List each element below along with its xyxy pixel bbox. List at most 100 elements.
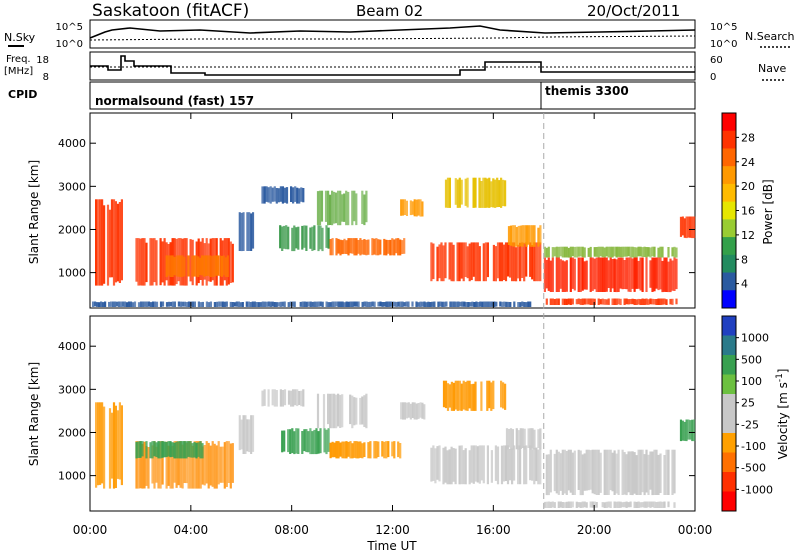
echo-cell	[637, 260, 640, 289]
echo-cell	[391, 441, 394, 457]
echo-cell	[557, 298, 560, 305]
echo-cell	[505, 428, 509, 450]
echo-cell	[667, 449, 670, 495]
echo-cell	[452, 448, 455, 482]
colorbar-swatch	[722, 335, 736, 356]
echo-cell	[527, 301, 530, 307]
echo-cell	[411, 301, 414, 307]
echo-cell	[603, 299, 606, 305]
echo-cell	[450, 381, 453, 411]
echo-cell	[171, 442, 174, 457]
echo-region	[543, 257, 678, 293]
echo-cell	[318, 190, 322, 226]
echo-cell	[95, 402, 98, 488]
echo-cell	[595, 502, 598, 508]
echo-cell	[611, 298, 614, 305]
nave-label: Nave	[758, 62, 786, 75]
echo-cell	[101, 199, 104, 286]
echo-cell	[547, 257, 550, 291]
echo-cell	[181, 301, 184, 307]
echo-cell	[143, 301, 147, 307]
echo-cell	[627, 451, 630, 493]
echo-cell	[492, 244, 495, 282]
echo-cell	[149, 442, 152, 459]
echo-cell	[225, 441, 228, 487]
echo-cell	[335, 441, 338, 459]
echo-cell	[341, 441, 344, 459]
echo-cell	[627, 502, 630, 508]
echo-cell	[131, 302, 135, 307]
echo-cell	[657, 501, 660, 508]
echo-cell	[500, 445, 504, 485]
echo-cell	[305, 225, 308, 251]
echo-cell	[549, 298, 552, 305]
echo-cell	[665, 257, 668, 292]
echo-cell	[509, 302, 512, 307]
echo-cell	[353, 190, 356, 222]
echo-cell	[633, 501, 636, 508]
echo-cell	[381, 441, 384, 457]
echo-cell	[438, 244, 441, 279]
echo-cell	[561, 260, 564, 292]
echo-cell	[479, 301, 482, 307]
echo-cell	[347, 238, 350, 256]
echo-cell	[157, 444, 160, 489]
echo-cell	[279, 301, 282, 307]
echo-cell	[377, 301, 380, 307]
echo-cell	[385, 239, 388, 256]
echo-cell	[663, 298, 666, 305]
echo-cell	[553, 247, 556, 257]
echo-cell	[495, 301, 498, 307]
echo-cell	[442, 380, 446, 408]
date-label: 20/Oct/2011	[587, 2, 680, 20]
echo-cell	[419, 199, 422, 217]
echo-cell	[112, 199, 116, 286]
echo-cell	[135, 441, 138, 489]
echo-cell	[607, 246, 610, 258]
echo-cell	[145, 446, 148, 486]
echo-cell	[577, 257, 580, 292]
echo-cell	[573, 258, 576, 291]
echo-cell	[96, 302, 99, 307]
echo-cell	[363, 442, 366, 457]
echo-cell	[561, 246, 564, 258]
echo-cell	[575, 299, 578, 305]
echo-cell	[609, 449, 612, 491]
echo-cell	[683, 218, 686, 238]
echo-cell	[305, 301, 308, 307]
echo-cell	[633, 299, 636, 305]
echo-cell	[329, 194, 332, 225]
echo-cell	[627, 246, 630, 257]
echo-cell	[147, 301, 151, 307]
echo-region	[238, 415, 255, 454]
echo-cell	[373, 441, 376, 459]
echo-cell	[487, 301, 490, 307]
echo-cell	[659, 453, 662, 493]
echo-cell	[255, 302, 258, 307]
echo-cell	[458, 380, 461, 411]
echo-cell	[467, 302, 470, 307]
echo-cell	[645, 298, 648, 305]
colorbar-swatch	[722, 355, 736, 375]
colorbar-swatch	[722, 219, 736, 238]
colorbar-tick-label: 1000	[741, 332, 769, 345]
echo-region	[281, 428, 330, 455]
echo-cell	[573, 246, 576, 258]
echo-cell	[619, 257, 622, 289]
echo-cell	[246, 419, 249, 452]
echo-cell	[669, 298, 672, 305]
echo-cell	[99, 402, 102, 485]
echo-cell	[151, 301, 155, 307]
echo-cell	[97, 199, 100, 286]
echo-cell	[571, 246, 574, 257]
echo-cell	[343, 441, 346, 459]
echo-cell	[603, 257, 606, 292]
echo-cell	[559, 453, 562, 491]
echo-cell	[527, 428, 530, 448]
echo-cell	[649, 260, 652, 288]
echo-cell	[303, 225, 306, 248]
echo-cell	[277, 188, 280, 203]
echo-cell	[593, 501, 596, 508]
echo-cell	[365, 239, 368, 256]
echo-cell	[517, 244, 520, 279]
